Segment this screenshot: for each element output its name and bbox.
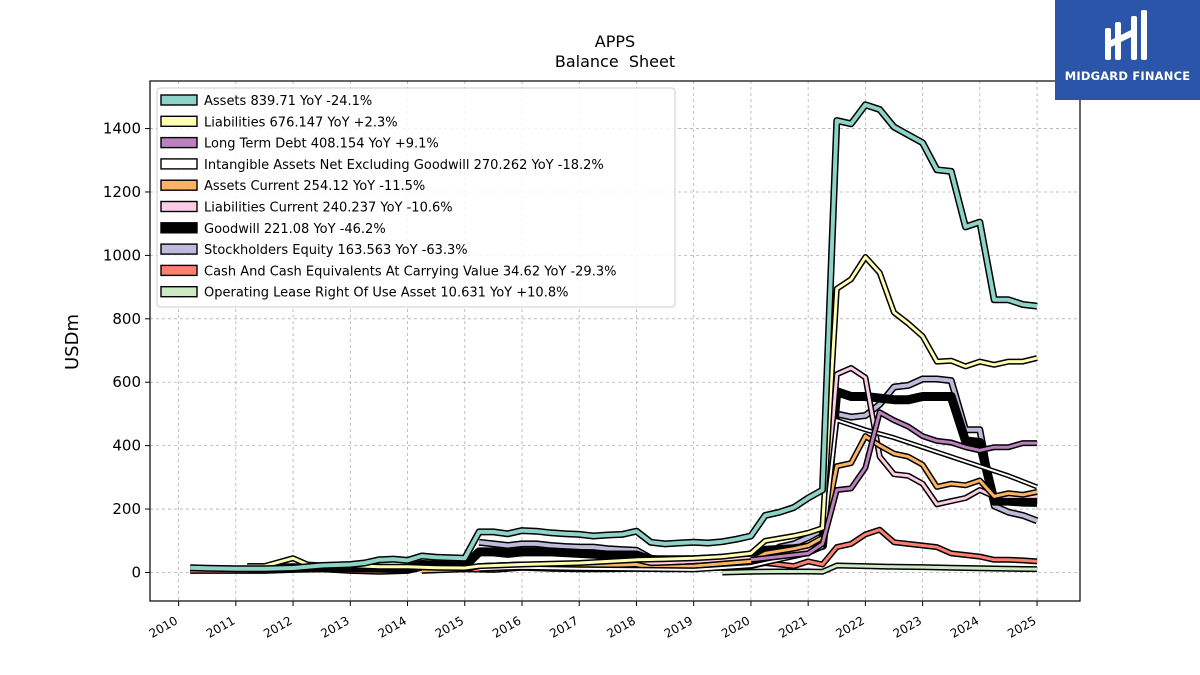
logo-mark-icon xyxy=(1105,10,1147,60)
legend-entry: Liabilities 676.147 YoY +2.3% xyxy=(160,115,398,130)
series-line xyxy=(421,433,1038,574)
legend-label: Operating Lease Right Of Use Asset 10.63… xyxy=(204,286,568,301)
series-line xyxy=(750,409,1038,563)
legend-entry: Assets 839.71 YoY -24.1% xyxy=(160,94,372,109)
series-line xyxy=(722,562,1038,576)
y-tick-label: 1400 xyxy=(103,120,141,138)
legend: Assets 839.71 YoY -24.1% Liabilities 676.… xyxy=(156,87,676,308)
legend-swatch xyxy=(160,179,198,191)
legend-swatch xyxy=(160,286,198,298)
legend-swatch xyxy=(160,115,198,128)
y-tick-label: 1200 xyxy=(103,183,141,201)
legend-label: Long Term Debt 408.154 YoY +9.1% xyxy=(204,137,439,152)
y-tick-label: 800 xyxy=(112,310,141,328)
series-stroke xyxy=(479,366,1038,568)
y-tick-label: 200 xyxy=(112,500,141,518)
chart-title: APPS xyxy=(595,32,635,51)
legend-swatch xyxy=(160,264,198,277)
legend-label: Assets 839.71 YoY -24.1% xyxy=(204,94,372,109)
brand-logo: MIDGARD FINANCE xyxy=(1055,0,1200,100)
series-stroke xyxy=(421,434,1038,573)
legend-swatch xyxy=(160,94,198,106)
y-axis-label: USDm xyxy=(62,314,83,370)
series-stroke xyxy=(247,255,1038,570)
series-stroke xyxy=(722,564,1038,574)
legend-swatch xyxy=(160,222,198,234)
legend-label: Cash And Cash Equivalents At Carrying Va… xyxy=(204,264,616,279)
y-tick-label: 1000 xyxy=(103,246,141,264)
legend-label: Intangible Assets Net Excluding Goodwill… xyxy=(204,158,604,173)
series-line xyxy=(189,101,1038,573)
series-stroke xyxy=(750,410,1038,562)
series-line xyxy=(478,365,1038,570)
legend-swatch xyxy=(160,136,198,149)
plot-frame xyxy=(149,80,1081,602)
legend-label: Assets Current 254.12 YoY -11.5% xyxy=(204,179,425,194)
legend-entry: Assets Current 254.12 YoY -11.5% xyxy=(160,179,425,194)
legend-entry: Long Term Debt 408.154 YoY +9.1% xyxy=(160,136,439,152)
y-tick-label: 600 xyxy=(112,373,141,391)
legend-entry: Stockholders Equity 163.563 YoY -63.3% xyxy=(160,243,468,258)
legend-label: Stockholders Equity 163.563 YoY -63.3% xyxy=(204,243,468,258)
legend-entry: Operating Lease Right Of Use Asset 10.63… xyxy=(160,286,568,301)
legend-entry: Cash And Cash Equivalents At Carrying Va… xyxy=(160,264,616,279)
series-line xyxy=(247,254,1038,571)
y-tick-label: 400 xyxy=(112,437,141,455)
y-tick-label: 0 xyxy=(131,563,141,581)
legend-entry: Intangible Assets Net Excluding Goodwill… xyxy=(160,158,604,173)
chart-subtitle: Balance Sheet xyxy=(555,52,675,71)
legend-entry: Liabilities Current 240.237 YoY -10.6% xyxy=(160,200,453,216)
legend-entry: Goodwill 221.08 YoY -46.2% xyxy=(160,222,386,237)
legend-swatch xyxy=(160,158,198,170)
brand-name: MIDGARD FINANCE xyxy=(1064,69,1191,83)
legend-box xyxy=(156,87,676,308)
legend-swatch xyxy=(160,243,198,255)
series-layer xyxy=(189,101,1039,576)
legend-swatch xyxy=(160,200,198,213)
series-stroke xyxy=(190,102,1038,571)
legend-label: Liabilities Current 240.237 YoY -10.6% xyxy=(204,201,453,216)
legend-label: Goodwill 221.08 YoY -46.2% xyxy=(204,222,386,237)
legend-label: Liabilities 676.147 YoY +2.3% xyxy=(204,115,398,130)
